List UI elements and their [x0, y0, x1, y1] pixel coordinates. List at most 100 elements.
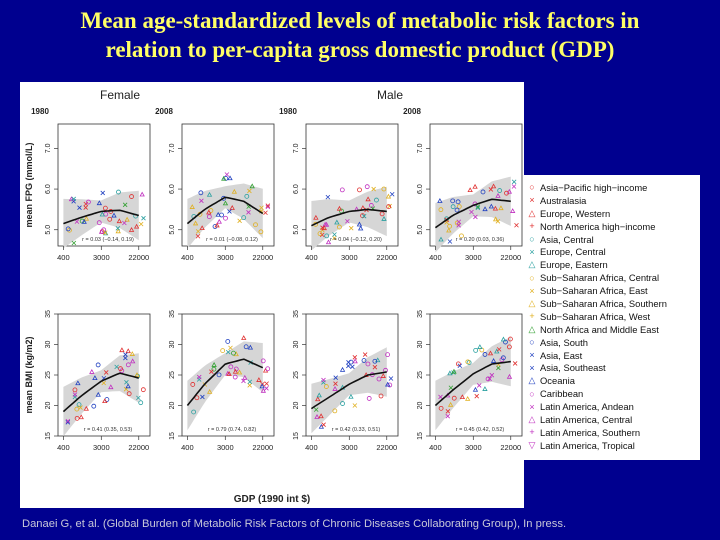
data-point	[129, 358, 136, 364]
year-label-3: 2008	[403, 107, 421, 116]
legend-symbol-icon: △	[528, 297, 536, 308]
data-point	[229, 205, 235, 210]
confidence-band-7	[435, 336, 511, 431]
legend-item: ▽ Latin America, Tropical	[524, 439, 700, 452]
data-point	[247, 344, 254, 350]
data-point	[115, 228, 121, 234]
data-point	[259, 383, 265, 389]
fit-curve-0	[63, 209, 140, 225]
data-point	[385, 381, 391, 387]
y-tick-label: 5.0	[45, 225, 52, 235]
legend-label: Asia, Southeast	[540, 362, 606, 374]
legend-item: × Asia, Southeast	[524, 361, 700, 374]
data-point	[498, 205, 504, 211]
data-point	[490, 183, 497, 189]
legend-item: + Latin America, Southern	[524, 426, 700, 439]
data-point	[438, 405, 444, 411]
legend-label: Latin America, Tropical	[540, 439, 635, 451]
correlation-label-6: r = 0.42 (0.33, 0.51)	[332, 427, 381, 433]
data-point	[356, 221, 363, 227]
legend-symbol-icon: ×	[529, 195, 535, 206]
data-point	[487, 350, 494, 356]
data-point	[348, 225, 354, 231]
x-tick-label: 22000	[252, 443, 273, 452]
data-point	[216, 372, 222, 378]
data-point	[216, 218, 222, 224]
data-point	[385, 352, 390, 358]
data-point	[495, 192, 501, 198]
data-point	[448, 385, 454, 391]
x-tick-label: 3000	[93, 253, 110, 262]
fit-curve-4	[62, 372, 140, 413]
data-point	[455, 361, 461, 367]
x-tick-label: 3000	[217, 253, 234, 262]
data-point	[445, 413, 451, 419]
fit-curve-3	[434, 198, 511, 229]
legend-symbol-icon: ▽	[528, 439, 536, 450]
data-point	[500, 336, 507, 342]
y-tick-label: 6.0	[45, 184, 52, 194]
data-point	[332, 235, 337, 241]
data-point	[333, 381, 338, 386]
legend-label: Asia−Pacific high−income	[540, 181, 648, 193]
data-point	[189, 204, 195, 209]
data-point	[361, 358, 367, 363]
y-tick-label: 6.0	[293, 184, 300, 194]
data-point	[503, 339, 508, 345]
x-tick-label: 3000	[465, 253, 482, 262]
data-point	[346, 360, 351, 365]
data-point	[101, 380, 107, 386]
y-axis-title-bmi: mean BMI (kg/m2)	[24, 336, 34, 413]
x-tick-label: 3000	[217, 443, 234, 452]
confidence-band-4	[63, 353, 139, 437]
legend-symbol-icon: +	[529, 427, 535, 438]
plot-frame-2	[305, 123, 399, 247]
data-point	[511, 179, 517, 185]
correlation-label-3: r = 0.20 (0.03, 0.36)	[456, 237, 505, 243]
data-point	[253, 222, 258, 228]
data-point	[450, 204, 456, 210]
data-point	[95, 391, 101, 397]
x-tick-label: 3000	[341, 443, 358, 452]
y-tick-label: 35	[169, 310, 176, 318]
data-point	[387, 382, 393, 388]
data-point	[475, 205, 481, 211]
fit-curve-5	[186, 358, 264, 406]
y-tick-label: 7.0	[169, 143, 176, 153]
data-point	[451, 395, 457, 401]
data-point	[323, 384, 329, 389]
x-tick-label: 22000	[128, 443, 149, 452]
legend-symbol-icon: ○	[529, 337, 535, 348]
data-point	[237, 218, 242, 224]
data-point	[506, 373, 513, 379]
data-point	[74, 219, 80, 224]
data-point	[99, 211, 105, 217]
legend-symbol-icon: +	[529, 221, 535, 232]
data-point	[319, 232, 325, 238]
data-point	[317, 231, 323, 237]
data-point	[456, 223, 461, 228]
data-point	[83, 201, 89, 207]
citation: Danaei G, et al. (Global Burden of Metab…	[22, 518, 567, 530]
data-point	[454, 220, 460, 226]
legend-symbol-icon: △	[528, 375, 536, 386]
data-point	[115, 226, 121, 231]
data-point	[472, 386, 479, 392]
legend-symbol-icon: △	[528, 259, 536, 270]
data-point	[65, 226, 71, 232]
data-point	[265, 366, 271, 372]
data-point	[241, 215, 247, 221]
correlation-label-1: r = 0.01 (−0.08, 0.12)	[206, 237, 258, 243]
data-point	[138, 221, 144, 227]
y-tick-label: 30	[169, 341, 176, 349]
confidence-band-2	[311, 186, 387, 251]
data-point	[206, 209, 212, 215]
data-point	[332, 232, 337, 237]
data-point	[96, 200, 103, 206]
data-point	[469, 209, 474, 215]
data-point	[512, 361, 518, 366]
data-point	[72, 387, 78, 393]
data-point	[333, 375, 338, 380]
data-point	[365, 196, 371, 202]
data-point	[199, 225, 205, 231]
